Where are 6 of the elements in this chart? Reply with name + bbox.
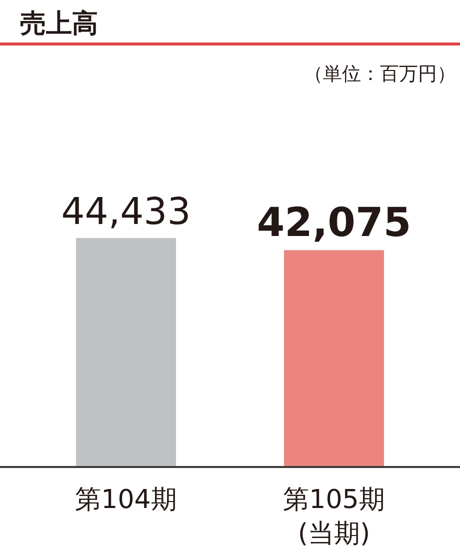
x-tick-label: 第104期 xyxy=(75,485,177,515)
chart-title: 売上高 xyxy=(20,9,98,39)
text: （単位：百万円） xyxy=(304,63,456,85)
x-tick-label: 第105期 (当期) xyxy=(283,485,385,549)
data-label: 42,075 xyxy=(256,200,412,246)
data-label: 44,433 xyxy=(61,190,191,233)
